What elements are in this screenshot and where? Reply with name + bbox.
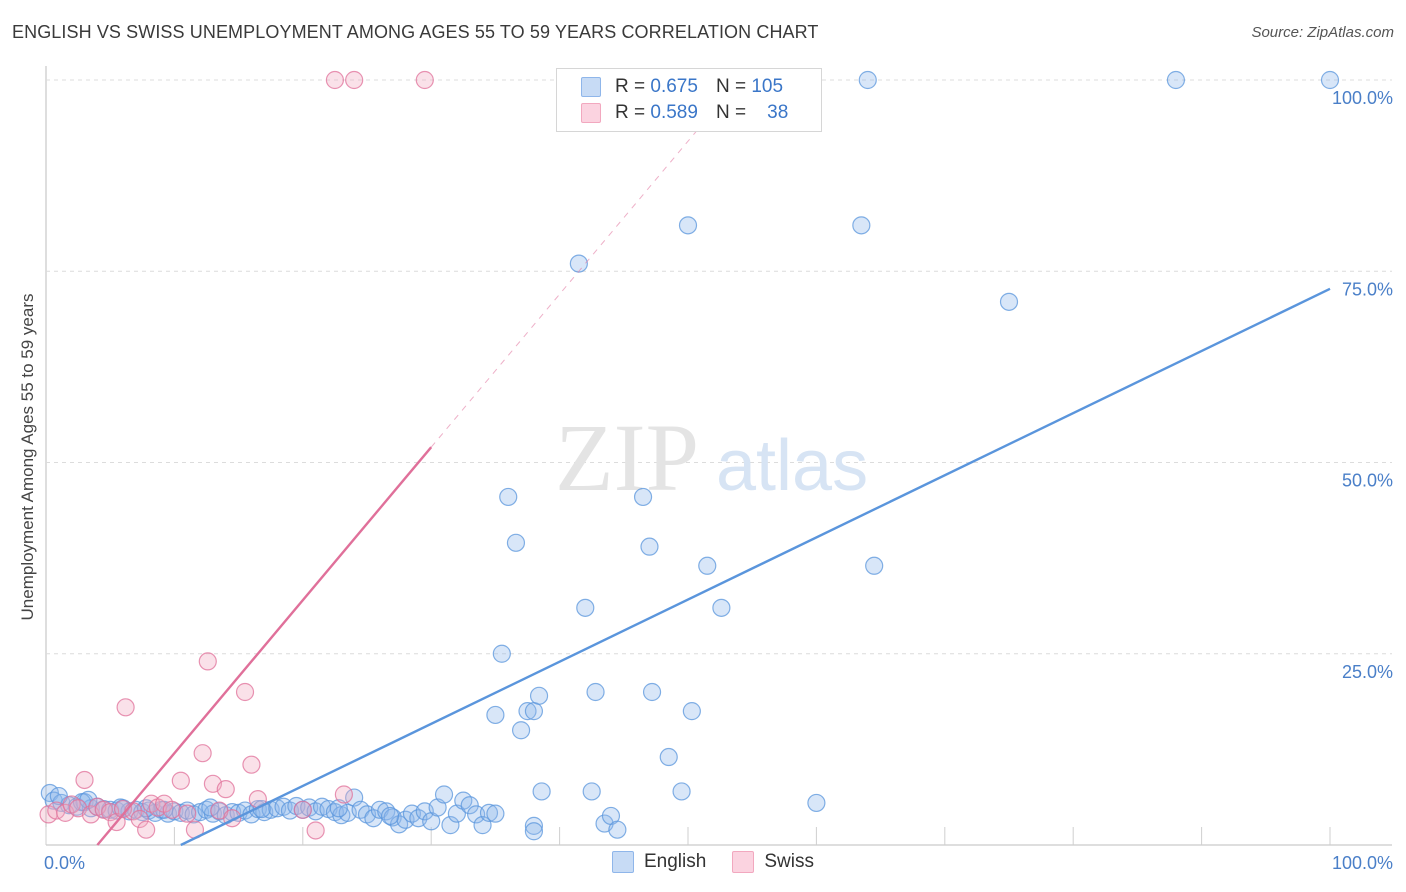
- legend-swatch-swiss: [732, 851, 755, 873]
- data-point-swiss: [198, 652, 217, 671]
- y-tick-label: 25.0%: [1342, 662, 1393, 682]
- data-point-swiss: [235, 682, 255, 702]
- data-point-swiss: [178, 804, 197, 823]
- data-point-english: [682, 702, 701, 721]
- data-point-swiss: [415, 70, 434, 90]
- data-point-english: [608, 820, 627, 839]
- data-point-english: [492, 644, 511, 663]
- data-point-english: [518, 702, 537, 721]
- legend-row-english: R = 0.675 N = 105: [581, 75, 783, 99]
- data-point-english: [486, 705, 505, 725]
- data-point-english: [678, 216, 698, 235]
- data-point-swiss: [130, 809, 149, 829]
- legend-row-swiss: R = 0.589 N = 38: [581, 101, 788, 125]
- y-tick-label: 75.0%: [1342, 279, 1393, 299]
- data-point-english: [532, 782, 551, 801]
- chart-title: ENGLISH VS SWISS UNEMPLOYMENT AMONG AGES…: [12, 22, 819, 42]
- data-point-english: [865, 556, 884, 575]
- data-point-swiss: [306, 821, 325, 840]
- data-point-english: [511, 721, 531, 740]
- data-point-swiss: [193, 744, 212, 763]
- data-point-english: [49, 786, 68, 806]
- bottom-legend-english[interactable]: English: [612, 851, 706, 873]
- legend-n-label: N =: [715, 76, 747, 97]
- data-point-english: [479, 803, 499, 822]
- data-point-swiss: [171, 771, 190, 790]
- data-point-english: [506, 533, 526, 552]
- data-point-english: [351, 800, 370, 819]
- legend-swatch-english: [581, 77, 601, 97]
- data-point-english: [569, 254, 588, 273]
- bottom-legend-label: Swiss: [764, 851, 814, 872]
- legend-swatch-swiss: [581, 103, 601, 123]
- legend-n-label: N =: [715, 102, 747, 123]
- data-point-english: [441, 816, 460, 835]
- data-point-english: [858, 70, 877, 90]
- x-tick-label: 0.0%: [44, 853, 85, 873]
- legend-n-value: 38: [767, 102, 789, 123]
- trend-extension-swiss: [430, 110, 715, 448]
- trend-line-english: [180, 287, 1331, 847]
- watermark: ZIP atlas: [555, 404, 868, 511]
- data-point-english: [582, 782, 601, 801]
- legend-swatch-english: [612, 851, 634, 873]
- bottom-legend-label: English: [644, 851, 707, 872]
- bottom-legend-swiss[interactable]: Swiss: [732, 851, 814, 873]
- data-point-swiss: [293, 800, 312, 819]
- data-point-english: [999, 292, 1019, 311]
- data-point-english: [576, 598, 595, 617]
- data-point-english: [454, 791, 473, 810]
- legend-n-value: 105: [751, 76, 784, 97]
- data-point-swiss: [325, 70, 344, 90]
- data-point-swiss: [137, 820, 156, 839]
- data-point-english: [586, 682, 605, 702]
- data-point-english: [460, 796, 479, 815]
- data-point-swiss: [162, 800, 181, 819]
- data-point-english: [329, 799, 348, 818]
- legend-r-label: R =: [615, 76, 646, 97]
- data-point-english: [642, 682, 662, 702]
- y-tick-label: 50.0%: [1342, 471, 1393, 491]
- data-point-english: [659, 747, 678, 767]
- data-point-swiss: [345, 70, 364, 90]
- data-point-english: [486, 804, 505, 823]
- x-tick-label: 100.0%: [1332, 853, 1393, 873]
- watermark-zip: ZIP: [555, 404, 699, 511]
- trend-line-swiss: [96, 446, 433, 846]
- data-point-english: [807, 793, 826, 813]
- legend-r-value: 0.589: [650, 102, 698, 123]
- data-point-english: [1320, 70, 1340, 90]
- data-point-english: [524, 822, 544, 841]
- data-point-swiss: [334, 785, 353, 804]
- data-point-english: [529, 686, 549, 705]
- bottom-legend: English Swiss: [612, 851, 840, 873]
- data-point-english: [672, 782, 691, 801]
- data-point-english: [852, 216, 871, 235]
- trend-lines: [96, 110, 1331, 847]
- legend-box: R = 0.675 N = 105 R = 0.589 N = 38: [556, 68, 822, 132]
- data-point-english: [640, 537, 659, 556]
- data-point-english: [381, 806, 400, 826]
- data-point-english: [499, 487, 518, 507]
- y-tick-label: 100.0%: [1332, 88, 1393, 108]
- watermark-atlas: atlas: [716, 426, 868, 506]
- legend-r-label: R =: [615, 102, 646, 123]
- data-point-english: [712, 598, 731, 617]
- data-point-english: [1166, 70, 1186, 90]
- data-point-english: [434, 785, 454, 804]
- data-point-swiss: [75, 770, 94, 790]
- data-point-english: [524, 702, 544, 721]
- data-point-swiss: [242, 755, 261, 774]
- data-point-swiss: [116, 698, 135, 717]
- data-point-english: [633, 487, 653, 507]
- legend-r-value: 0.675: [650, 76, 698, 97]
- data-point-english: [698, 556, 717, 575]
- source-label: Source: ZipAtlas.com: [1251, 24, 1394, 41]
- data-point-english: [524, 816, 544, 835]
- data-point-english: [280, 801, 300, 820]
- data-point-swiss: [216, 780, 235, 799]
- axis-ticks: 25.0% 50.0% 75.0% 100.0% 0.0% 100.0%: [44, 88, 1393, 873]
